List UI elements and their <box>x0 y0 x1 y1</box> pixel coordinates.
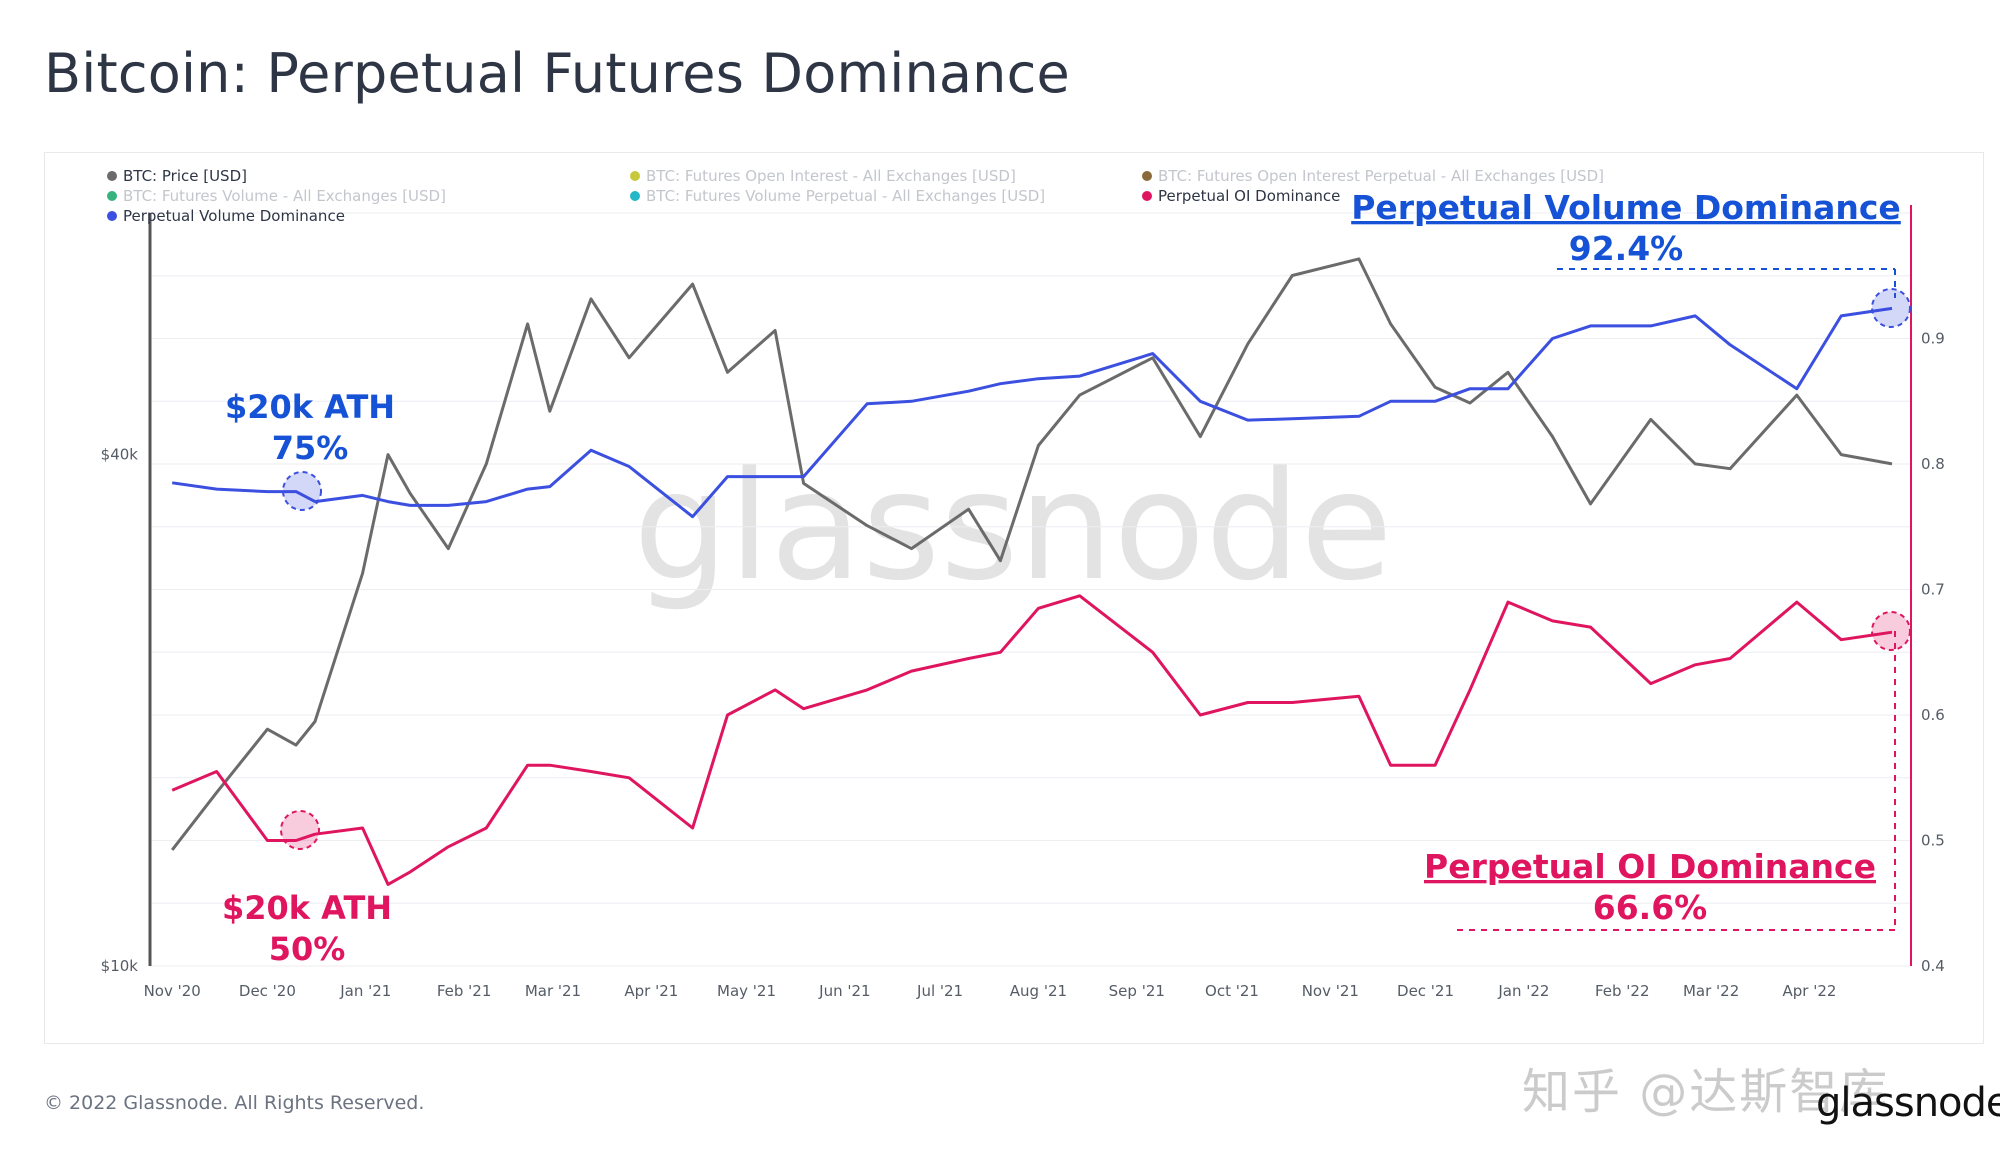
series-line-perpetual-oi-dominance <box>171 594 1893 886</box>
legend-item[interactable]: Perpetual OI Dominance <box>1142 187 1340 205</box>
y-right-tick-label: 0.9 <box>1921 330 1945 348</box>
poi-callout-value: 66.6% <box>1593 888 1708 927</box>
x-tick-label: May '21 <box>717 982 776 1000</box>
legend-label: BTC: Futures Open Interest - All Exchang… <box>646 167 1016 185</box>
page-title: Bitcoin: Perpetual Futures Dominance <box>44 42 1070 105</box>
zhihu-watermark: 知乎 @达斯智库 <box>1522 1064 1890 1120</box>
x-tick-label: Aug '21 <box>1010 982 1067 1000</box>
x-ticks: Nov '20 Dec '20 Jan '21 Feb '21 Mar '21 Apr '… <box>144 982 1837 1000</box>
x-tick-label: Dec '20 <box>239 982 296 1000</box>
legend-label: BTC: Futures Open Interest Perpetual - A… <box>1158 167 1604 185</box>
gridlines <box>150 212 1911 967</box>
pvd-callout-value: 92.4% <box>1569 229 1684 268</box>
legend-swatch <box>107 191 117 201</box>
ath-red-callout-line2: 50% <box>269 930 346 968</box>
x-tick-label: Nov '20 <box>144 982 201 1000</box>
glassnode-logo: glassnode <box>1816 1080 2000 1126</box>
legend-item[interactable]: BTC: Futures Volume Perpetual - All Exch… <box>630 187 1045 205</box>
ath-blue-callout-line2: 75% <box>272 429 349 467</box>
y-right-tick-label: 0.5 <box>1921 832 1945 850</box>
legend-swatch <box>1142 191 1152 201</box>
legend-label: BTC: Futures Volume - All Exchanges [USD… <box>123 187 446 205</box>
x-tick-label: Feb '21 <box>437 982 492 1000</box>
y-left-tick-label: $10k <box>101 957 139 975</box>
y-right-tick-label: 0.4 <box>1921 957 1945 975</box>
x-tick-label: Oct '21 <box>1205 982 1259 1000</box>
ath-red-callout-line1: $20k ATH <box>222 889 392 927</box>
y-right-tick-label: 0.8 <box>1921 455 1945 473</box>
legend-label: Perpetual OI Dominance <box>1158 187 1340 205</box>
x-tick-label: Apr '21 <box>624 982 678 1000</box>
legend-swatch <box>1142 171 1152 181</box>
y-right-tick-label: 0.7 <box>1921 581 1945 599</box>
legend-item[interactable]: BTC: Futures Open Interest - All Exchang… <box>630 167 1016 185</box>
pvd-callout-title: Perpetual Volume Dominance <box>1351 188 1901 227</box>
legend-label: BTC: Price [USD] <box>123 167 247 185</box>
y-left-tick-label: $40k <box>101 446 139 464</box>
pvd-ath-marker <box>282 471 322 511</box>
x-tick-label: Jan '22 <box>1497 982 1549 1000</box>
poi-ath-marker <box>280 810 320 850</box>
legend-swatch <box>107 171 117 181</box>
poi-callout-title: Perpetual OI Dominance <box>1424 847 1876 886</box>
y-left-ticks: $10k $40k <box>101 446 139 975</box>
chart-svg: glassnode $10k$40k 0.40.50.60.70.80.9 No… <box>101 167 1945 1000</box>
legend-label: Perpetual Volume Dominance <box>123 207 345 225</box>
x-tick-label: Dec '21 <box>1397 982 1454 1000</box>
legend-swatch <box>107 211 117 221</box>
poi-latest-marker <box>1871 611 1911 651</box>
legend: BTC: Price [USD] BTC: Futures Open Intere… <box>107 167 1604 225</box>
x-tick-label: Jul '21 <box>916 982 963 1000</box>
legend-swatch <box>630 191 640 201</box>
x-tick-label: Apr '22 <box>1782 982 1836 1000</box>
y-right-tick-label: 0.6 <box>1921 706 1945 724</box>
series-line-price <box>171 257 1893 851</box>
x-tick-label: Jun '21 <box>818 982 870 1000</box>
pvd-latest-marker <box>1871 288 1911 328</box>
x-tick-label: Mar '22 <box>1683 982 1739 1000</box>
y-right-ticks: 0.4 0.5 0.6 0.7 0.8 0.9 <box>1921 330 1945 976</box>
legend-label: BTC: Futures Volume Perpetual - All Exch… <box>646 187 1045 205</box>
legend-swatch <box>630 171 640 181</box>
chart-frame: glassnode $10k $40k 0.4 0.5 0.6 0.7 0.8 0.9 No… <box>44 152 1984 1044</box>
x-tick-label: Mar '21 <box>525 982 581 1000</box>
legend-item[interactable]: BTC: Price [USD] <box>107 167 247 185</box>
x-tick-label: Sep '21 <box>1109 982 1165 1000</box>
legend-item[interactable]: BTC: Futures Volume - All Exchanges [USD… <box>107 187 446 205</box>
legend-item[interactable]: BTC: Futures Open Interest Perpetual - A… <box>1142 167 1604 185</box>
copyright-text: © 2022 Glassnode. All Rights Reserved. <box>44 1092 425 1114</box>
x-tick-label: Feb '22 <box>1595 982 1650 1000</box>
ath-blue-callout-line1: $20k ATH <box>225 388 395 426</box>
x-tick-label: Nov '21 <box>1302 982 1359 1000</box>
x-tick-label: Jan '21 <box>339 982 391 1000</box>
series-line-perpetual-volume-dominance <box>171 306 1893 519</box>
legend-item[interactable]: Perpetual Volume Dominance <box>107 207 345 225</box>
